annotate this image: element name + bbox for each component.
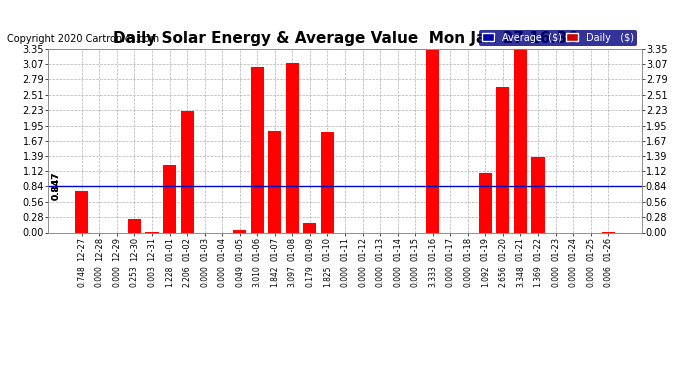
Text: 0.000: 0.000 — [551, 266, 560, 288]
Text: 0.179: 0.179 — [306, 266, 315, 287]
Text: 0.000: 0.000 — [218, 266, 227, 288]
Bar — [426, 50, 440, 232]
Text: 1.825: 1.825 — [323, 266, 332, 287]
Text: 0.003: 0.003 — [148, 266, 157, 288]
Text: 0.847: 0.847 — [51, 172, 60, 200]
Text: 3.333: 3.333 — [428, 266, 437, 288]
Text: 0.000: 0.000 — [393, 266, 402, 288]
Bar — [181, 111, 194, 232]
Text: 1.228: 1.228 — [165, 266, 174, 287]
Bar — [304, 223, 317, 232]
Text: 3.010: 3.010 — [253, 266, 262, 287]
Text: 2.206: 2.206 — [183, 266, 192, 287]
Text: 0.000: 0.000 — [569, 266, 578, 288]
Text: 1.369: 1.369 — [533, 266, 542, 287]
Text: 0.000: 0.000 — [586, 266, 595, 288]
Text: 0.000: 0.000 — [112, 266, 121, 288]
Bar — [75, 192, 88, 232]
Legend: Average  ($), Daily   ($): Average ($), Daily ($) — [480, 30, 637, 45]
Bar — [163, 165, 176, 232]
Bar — [531, 158, 544, 232]
Text: 0.000: 0.000 — [463, 266, 472, 288]
Text: 0.000: 0.000 — [446, 266, 455, 288]
Bar — [286, 63, 299, 232]
Text: 0.049: 0.049 — [235, 266, 244, 288]
Text: 3.097: 3.097 — [288, 266, 297, 288]
Text: 0.748: 0.748 — [77, 266, 86, 287]
Bar — [479, 172, 492, 232]
Text: 0.000: 0.000 — [95, 266, 104, 288]
Bar — [496, 87, 509, 232]
Text: Copyright 2020 Cartronics.com: Copyright 2020 Cartronics.com — [7, 34, 159, 44]
Text: 3.348: 3.348 — [516, 266, 525, 287]
Text: 0.000: 0.000 — [358, 266, 367, 288]
Bar — [233, 230, 246, 232]
Bar — [128, 219, 141, 232]
Text: 0.000: 0.000 — [200, 266, 209, 288]
Text: 1.092: 1.092 — [481, 266, 490, 287]
Text: 0.847: 0.847 — [51, 172, 60, 200]
Text: 0.000: 0.000 — [340, 266, 350, 288]
Text: 1.842: 1.842 — [270, 266, 279, 287]
Text: 0.000: 0.000 — [411, 266, 420, 288]
Text: 0.006: 0.006 — [604, 266, 613, 288]
Title: Daily Solar Energy & Average Value  Mon Jan 27 16:36: Daily Solar Energy & Average Value Mon J… — [112, 31, 578, 46]
Bar — [268, 132, 282, 232]
Text: 0.000: 0.000 — [375, 266, 384, 288]
Bar — [514, 49, 527, 232]
Bar — [250, 68, 264, 232]
Text: 0.253: 0.253 — [130, 266, 139, 287]
Text: 2.656: 2.656 — [498, 266, 507, 287]
Bar — [321, 132, 334, 232]
